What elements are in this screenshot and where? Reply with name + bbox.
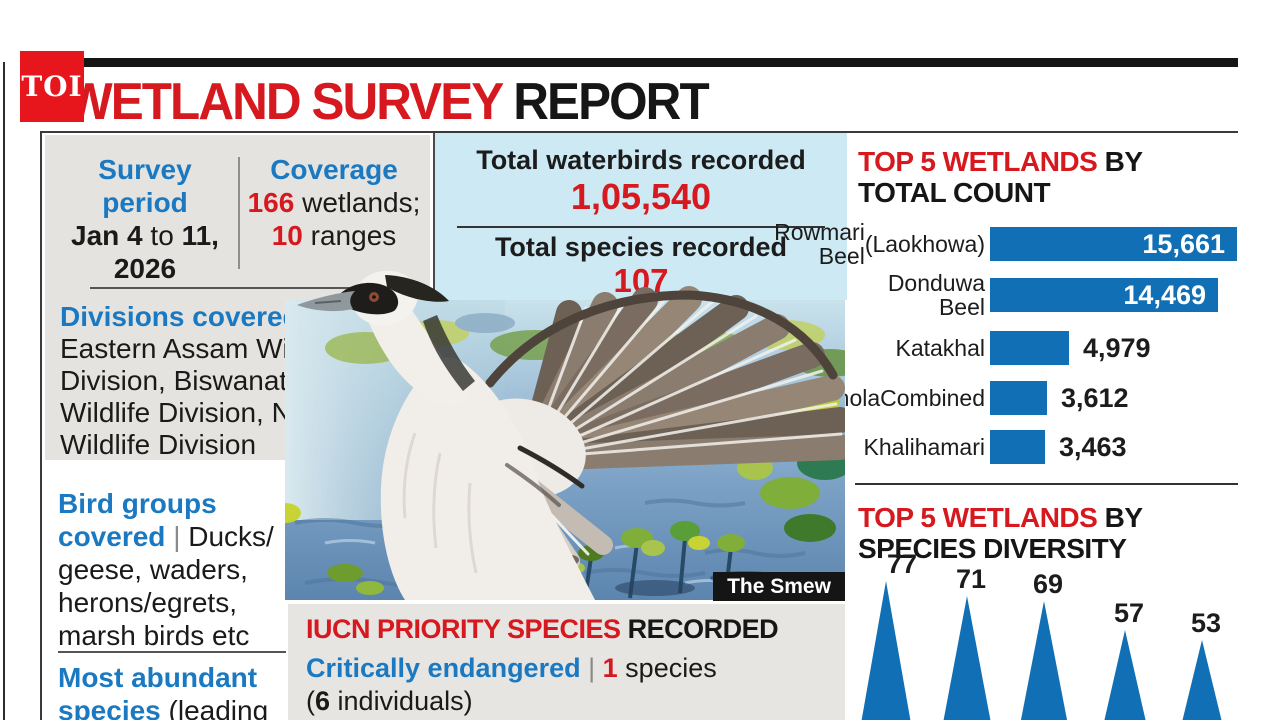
most-abundant-block: Most abundant species (leading — [58, 661, 308, 720]
peak-triangle — [943, 596, 991, 720]
smew-photo — [269, 253, 865, 601]
total-waterbirds-label: Total waterbirds recorded — [476, 145, 806, 175]
peak-triangle — [1182, 640, 1222, 720]
bird-groups-block: Bird groups covered | Ducks/ geese, wade… — [58, 488, 274, 651]
toi-logo-text: TOI — [21, 70, 83, 103]
coverage-block: Coverage 166 wetlands; 10 ranges — [243, 153, 425, 252]
page-title: WETLAND SURVEY REPORT — [66, 72, 710, 132]
smew-photo-illustration — [269, 270, 865, 601]
peak-value: 53 — [1190, 608, 1222, 638]
bar — [990, 381, 1047, 415]
bar-row: Donduwa Beel 14,469 — [855, 270, 1240, 320]
most-abundant-heading: Most abundant species — [58, 662, 258, 720]
right-column-divider — [855, 483, 1238, 485]
survey-period-block: Survey period Jan 4 to 11, 2026 — [55, 153, 235, 285]
peak-value: 57 — [1113, 598, 1145, 628]
bar-category-label: SoholaCombined — [809, 385, 985, 411]
bar — [990, 331, 1069, 365]
page-title-red: WETLAND SURVEY — [66, 73, 503, 131]
bar-row: Katakhal 4,979 — [855, 331, 1240, 365]
peak-triangles — [861, 581, 1222, 720]
divisions-heading: Divisions covered — [60, 301, 300, 332]
bar — [990, 430, 1045, 464]
bar — [990, 278, 1218, 312]
species-diversity-chart-title: TOP 5 WETLANDS BY SPECIES DIVERSITY — [858, 502, 1143, 564]
bird-groups-heading: Bird groups covered — [58, 488, 217, 552]
total-waterbirds-value: 1,05,540 — [570, 176, 712, 217]
photo-caption: The Smew — [713, 572, 845, 601]
survey-period-dates: Jan 4 to 11, 2026 — [71, 220, 219, 284]
bar-value: 4,979 — [1083, 333, 1151, 363]
bird-groups-body: Ducks/ geese, waders, herons/egrets, mar… — [58, 521, 274, 651]
survey-period-heading: Survey period — [98, 154, 192, 218]
bar-value: 15,661 — [1142, 229, 1225, 259]
iucn-title: IUCN PRIORITY SPECIES RECORDED — [306, 614, 779, 644]
peak-value: 77 — [886, 549, 918, 579]
column-divider — [238, 157, 240, 269]
coverage-heading: Coverage — [270, 154, 398, 185]
total-count-bar-chart: Rowmari Beel (Laokhowa) 15,661 Donduwa Beel… — [774, 219, 1240, 477]
totals-divider — [457, 226, 825, 228]
bar-row: SoholaCombined 3,612 — [809, 381, 1240, 415]
content-left-rule — [40, 131, 42, 720]
section-divider — [90, 287, 390, 289]
bar-category-label: Khalihamari — [863, 434, 985, 460]
page-title-black: REPORT — [513, 73, 709, 131]
species-diversity-peak-chart: 77 71 69 57 53 — [850, 549, 1254, 720]
peak-triangle — [1020, 601, 1068, 720]
bar-row: Rowmari Beel (Laokhowa) 15,661 — [774, 219, 1240, 269]
peak-triangle — [861, 581, 911, 720]
bar-category-label: Katakhal — [895, 335, 985, 361]
bar — [990, 227, 1237, 261]
photo-caption-text: The Smew — [727, 574, 831, 598]
iucn-panel: IUCN PRIORITY SPECIES RECORDED Criticall… — [288, 604, 845, 720]
bar-row: Khalihamari 3,463 — [855, 430, 1240, 464]
total-species-label: Total species recorded — [494, 232, 788, 262]
iucn-critically-endangered-row: Critically endangered | 1 species (6 indi… — [306, 653, 717, 716]
peak-value: 69 — [1032, 569, 1064, 599]
peak-value: 71 — [955, 564, 987, 594]
bar-value: 14,469 — [1123, 280, 1206, 310]
totals-box: Total waterbirds recorded 1,05,540 Total… — [433, 133, 847, 300]
bar-category-label: Donduwa Beel — [887, 270, 985, 320]
bar-value: 3,463 — [1059, 432, 1127, 462]
outer-left-rule — [3, 62, 5, 720]
header-top-bar — [48, 58, 1238, 67]
bar-category-label: Rowmari Beel (Laokhowa) — [774, 219, 985, 269]
total-count-chart-title: TOP 5 WETLANDS BY TOTAL COUNT — [858, 146, 1143, 208]
bar-value: 3,612 — [1061, 383, 1129, 413]
section-divider — [58, 651, 286, 653]
toi-logo: TOI — [20, 51, 84, 122]
under-title-rule — [40, 131, 1238, 133]
coverage-values: 166 wetlands; 10 ranges — [247, 187, 421, 251]
peak-triangle — [1104, 630, 1146, 720]
